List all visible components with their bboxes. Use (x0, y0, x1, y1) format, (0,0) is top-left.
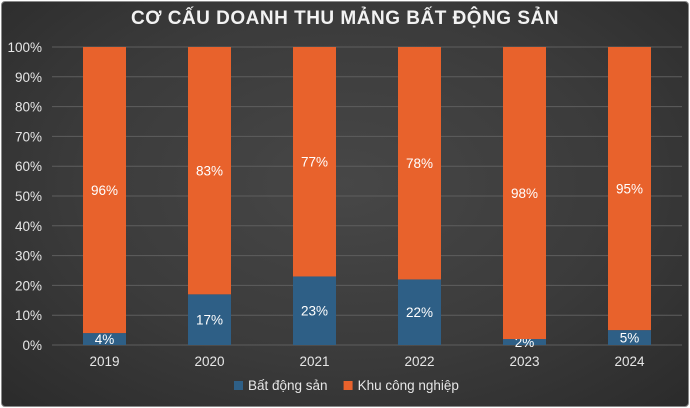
data-label: 22% (406, 305, 433, 320)
y-tick-label: 20% (15, 278, 42, 293)
bar-bat-dong-san (83, 333, 126, 345)
bar-bat-dong-san (608, 330, 651, 345)
y-tick-label: 90% (15, 70, 42, 85)
bar-khu-cong-nghiep (293, 47, 336, 277)
y-tick-label: 30% (15, 249, 42, 264)
y-tick-label: 60% (15, 159, 42, 174)
legend-swatch (343, 381, 353, 390)
bar-bat-dong-san (503, 339, 546, 345)
y-tick-label: 80% (15, 100, 42, 115)
chart-title: CƠ CẤU DOANH THU MẢNG BẤT ĐỘNG SẢN (131, 8, 559, 29)
data-label: 77% (301, 155, 328, 170)
y-tick-label: 50% (15, 189, 42, 204)
bar-bat-dong-san (293, 276, 336, 345)
bar-khu-cong-nghiep (83, 47, 126, 334)
bar-khu-cong-nghiep (398, 47, 441, 280)
bar-bat-dong-san (188, 294, 231, 345)
data-label: 17% (196, 313, 223, 328)
x-tick-label: 2022 (404, 354, 434, 369)
x-tick-label: 2021 (299, 354, 329, 369)
y-tick-label: 0% (22, 338, 42, 353)
data-label: 5% (620, 331, 640, 346)
data-label: 96% (91, 183, 118, 198)
bar-khu-cong-nghiep (608, 47, 651, 331)
data-label: 78% (406, 156, 433, 171)
x-tick-label: 2024 (614, 354, 645, 369)
legend-label: Bất động sản (248, 378, 328, 393)
data-label: 98% (511, 186, 538, 201)
x-tick-label: 2019 (89, 354, 119, 369)
legend-label: Khu công nghiệp (358, 378, 459, 393)
data-label: 95% (616, 182, 643, 197)
y-tick-label: 10% (15, 308, 42, 323)
data-label: 23% (301, 304, 328, 319)
bar-khu-cong-nghiep (188, 47, 231, 295)
y-tick-label: 100% (7, 40, 42, 55)
y-tick-label: 70% (15, 129, 42, 144)
bar-khu-cong-nghiep (503, 47, 546, 340)
y-tick-label: 40% (15, 219, 42, 234)
data-label: 4% (95, 332, 115, 347)
data-label: 83% (196, 164, 223, 179)
x-tick-label: 2020 (194, 354, 224, 369)
x-tick-label: 2023 (509, 354, 539, 369)
bar-bat-dong-san (398, 279, 441, 345)
legend-swatch (234, 381, 243, 390)
